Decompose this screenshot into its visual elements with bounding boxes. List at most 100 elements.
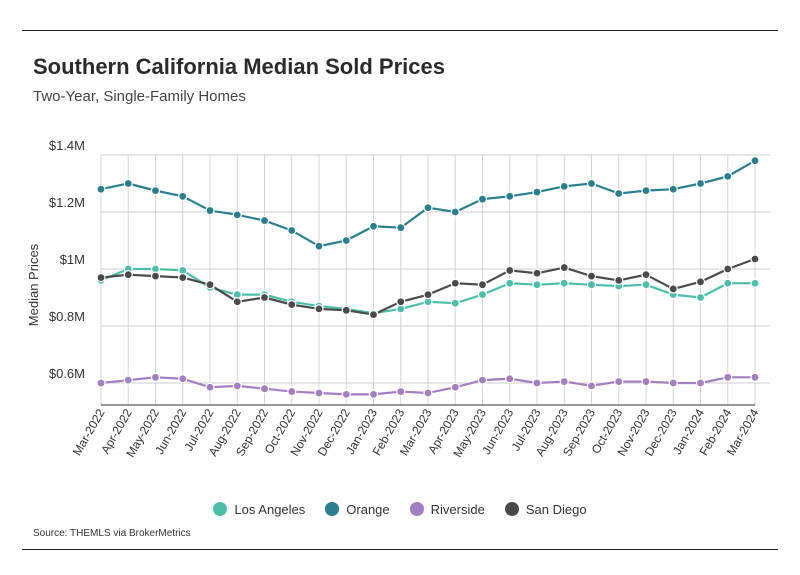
data-point-san-diego: [559, 262, 569, 273]
legend-swatch: [213, 502, 228, 516]
data-point-riverside: [259, 384, 270, 394]
legend-item: San Diego: [504, 501, 587, 517]
data-point-orange: [750, 156, 760, 166]
data-point-orange: [123, 178, 133, 189]
data-point-orange: [450, 207, 460, 217]
data-point-san-diego: [532, 268, 542, 278]
data-point-riverside: [559, 376, 569, 387]
data-point-san-diego: [668, 284, 678, 294]
data-point-orange: [559, 181, 569, 191]
legend-swatch: [409, 502, 424, 516]
data-point-riverside: [178, 374, 188, 384]
legend-label: San Diego: [525, 501, 587, 517]
data-point-orange: [695, 178, 706, 189]
data-point-riverside: [723, 372, 733, 382]
chart-subtitle: Two-Year, Single-Family Homes: [33, 88, 246, 105]
data-point-los-angeles: [695, 292, 706, 303]
source-note: Source: THEMLS via BrokerMetrics: [33, 528, 191, 539]
data-point-orange: [586, 178, 597, 189]
data-point-san-diego: [723, 264, 733, 274]
data-point-orange: [668, 184, 678, 194]
legend-swatch: [504, 502, 519, 516]
data-point-san-diego: [205, 280, 215, 290]
data-point-los-angeles: [450, 298, 460, 308]
data-point-riverside: [123, 375, 133, 385]
data-point-san-diego: [396, 297, 406, 307]
data-point-orange: [614, 188, 624, 199]
data-point-san-diego: [150, 271, 161, 281]
data-point-san-diego: [450, 278, 460, 288]
data-point-orange: [178, 191, 188, 201]
y-tick-label: $0.8M: [49, 309, 85, 324]
data-point-riverside: [614, 376, 624, 387]
data-point-orange: [368, 221, 379, 231]
data-point-los-angeles: [532, 280, 542, 290]
data-point-orange: [259, 215, 270, 226]
data-point-san-diego: [695, 277, 706, 287]
data-point-orange: [723, 171, 733, 181]
data-point-riverside: [341, 389, 351, 399]
data-point-san-diego: [96, 272, 106, 283]
data-point-san-diego: [641, 270, 651, 280]
legend-item: Orange: [325, 502, 390, 517]
data-point-orange: [532, 187, 542, 197]
data-point-riverside: [150, 372, 161, 382]
data-point-riverside: [423, 388, 433, 398]
data-point-riverside: [641, 376, 651, 387]
chart-legend: Los Angeles Orange Riverside San Diego: [0, 498, 800, 520]
data-point-san-diego: [750, 254, 760, 264]
data-point-riverside: [368, 389, 379, 399]
legend-label: Riverside: [430, 501, 485, 517]
legend-item: Los Angeles: [213, 502, 305, 517]
y-tick-label: $1.4M: [49, 138, 85, 153]
data-point-orange: [341, 235, 351, 246]
data-point-riverside: [232, 381, 242, 391]
data-point-los-angeles: [505, 278, 515, 288]
data-point-orange: [423, 203, 433, 213]
data-point-orange: [505, 191, 515, 201]
data-point-orange: [396, 223, 406, 233]
legend-item: Riverside: [409, 501, 485, 517]
data-point-san-diego: [178, 272, 188, 283]
data-point-san-diego: [423, 290, 433, 300]
data-point-los-angeles: [641, 280, 651, 290]
y-tick-label: $0.6M: [49, 366, 85, 381]
data-point-riverside: [750, 372, 760, 382]
data-point-san-diego: [341, 305, 351, 315]
data-point-orange: [150, 186, 161, 196]
data-point-san-diego: [259, 292, 270, 303]
data-point-san-diego: [287, 300, 297, 310]
data-point-san-diego: [586, 271, 597, 281]
chart-title: Southern California Median Sold Prices: [33, 54, 445, 79]
data-point-orange: [641, 186, 651, 196]
data-point-los-angeles: [586, 280, 597, 290]
data-point-orange: [96, 184, 106, 194]
data-point-orange: [232, 210, 242, 220]
data-point-orange: [477, 194, 488, 204]
data-point-riverside: [668, 378, 678, 388]
data-point-riverside: [96, 378, 106, 388]
data-point-san-diego: [505, 265, 515, 276]
y-axis-label: Median Prices: [26, 243, 41, 326]
data-point-riverside: [586, 381, 597, 391]
data-point-riverside: [205, 382, 215, 392]
data-point-san-diego: [123, 270, 133, 280]
data-point-orange: [287, 225, 297, 236]
data-point-riverside: [314, 388, 324, 398]
y-tick-label: $1.2M: [49, 195, 85, 210]
data-point-riverside: [695, 378, 706, 388]
data-point-orange: [314, 241, 324, 251]
data-point-riverside: [532, 378, 542, 388]
data-point-los-angeles: [477, 290, 488, 300]
data-point-riverside: [505, 374, 515, 384]
data-point-san-diego: [368, 310, 379, 320]
data-point-los-angeles: [559, 278, 569, 288]
data-point-los-angeles: [750, 278, 760, 288]
data-point-riverside: [477, 375, 488, 385]
data-point-orange: [205, 205, 215, 216]
legend-swatch: [325, 502, 340, 516]
data-point-san-diego: [614, 275, 624, 285]
data-point-san-diego: [232, 297, 242, 307]
data-point-san-diego: [477, 280, 488, 290]
